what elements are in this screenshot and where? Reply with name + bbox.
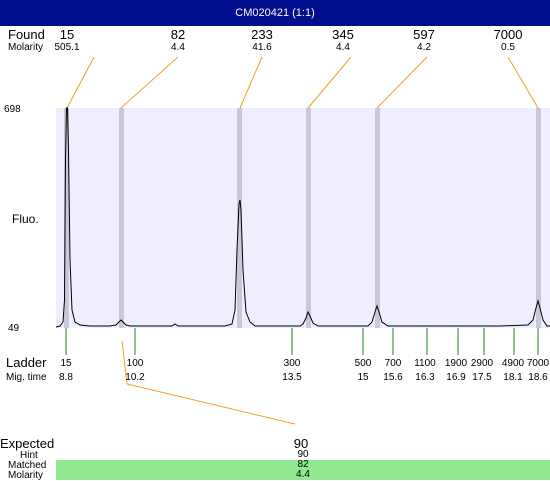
ladder-size-8: 2900	[470, 358, 494, 369]
found-molarity-6: 0.5	[501, 42, 515, 53]
found-size-4: 345	[332, 27, 354, 42]
ladder-size-2: 100	[126, 358, 144, 369]
ladder-label: Ladder	[6, 355, 47, 370]
fluo-label: Fluo.	[12, 212, 39, 226]
ladder-size-10: 7000	[526, 358, 550, 369]
peak-band-3	[237, 108, 242, 328]
expected-connector-2	[126, 383, 296, 425]
found-connector-3	[239, 56, 263, 109]
ladder-size-1: 15	[60, 358, 72, 369]
peak-band-6	[536, 108, 541, 328]
ladder-time-8: 17.5	[472, 372, 492, 383]
ladder-time-7: 16.9	[446, 372, 466, 383]
peak-band-1	[64, 108, 69, 328]
found-size-5: 597	[413, 27, 435, 42]
ladder-time-6: 16.3	[415, 372, 435, 383]
peak-band-4	[306, 108, 311, 328]
hint-value: 90	[297, 449, 309, 460]
found-connector-5	[376, 56, 428, 109]
found-connector-4	[307, 56, 352, 109]
expected-label: Expected	[0, 436, 55, 451]
plot-area	[56, 108, 550, 328]
found-molarity-3: 41.6	[252, 42, 272, 53]
molarity-label: Molarity	[8, 42, 44, 53]
found-size-2: 82	[170, 27, 186, 42]
y-axis-max-label: 698	[4, 104, 21, 115]
ladder-time-1: 8.8	[59, 372, 73, 383]
found-size-1: 15	[59, 27, 75, 42]
ladder-time-9: 18.1	[503, 372, 523, 383]
found-molarity-2: 4.4	[171, 42, 185, 53]
ladder-time-3: 13.5	[282, 372, 302, 383]
found-size-6: 7000	[493, 27, 523, 42]
ladder-time-2: 10.2	[125, 372, 145, 383]
ladder-time-4: 15	[357, 372, 369, 383]
ladder-size-5: 700	[384, 358, 402, 369]
found-size-3: 233	[251, 27, 273, 42]
ladder-size-3: 300	[283, 358, 301, 369]
peak-band-5	[375, 108, 380, 328]
found-label: Found	[8, 27, 45, 42]
fluorescence-trace	[55, 107, 550, 328]
result-molarity-label: Molarity	[8, 470, 44, 481]
found-molarity-4: 4.4	[336, 42, 350, 53]
expected-connector	[121, 340, 128, 385]
ladder-size-6: 1100	[414, 358, 436, 369]
found-connector-6	[507, 56, 539, 109]
found-molarity-1: 505.1	[54, 42, 80, 53]
found-connector-1	[66, 56, 95, 109]
matched-value: 82	[56, 460, 550, 470]
y-axis-min-label: 49	[8, 323, 20, 334]
matched-label: Matched	[8, 460, 47, 471]
expected-value: 90	[293, 436, 309, 451]
found-molarity-5: 4.2	[417, 42, 431, 53]
ladder-time-5: 15.6	[383, 372, 403, 383]
hint-label: Hint	[20, 450, 38, 461]
found-connector-2	[120, 56, 179, 109]
window-title: CM020421 (1:1)	[0, 0, 550, 26]
ladder-size-9: 4900	[501, 358, 525, 369]
result-molarity-value: 4.4	[56, 470, 550, 480]
ladder-size-4: 500	[354, 358, 372, 369]
mig-time-label: Mig. time	[6, 372, 47, 383]
peak-band-2	[119, 108, 124, 328]
ladder-size-7: 1900	[444, 358, 468, 369]
ladder-time-10: 18.6	[528, 372, 548, 383]
